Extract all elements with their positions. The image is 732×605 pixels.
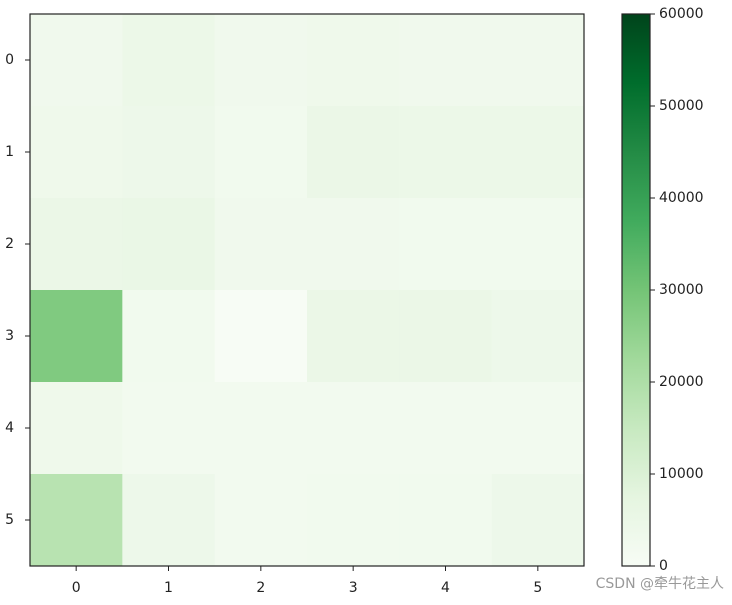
heatmap-cell bbox=[214, 474, 308, 567]
heatmap-cell bbox=[122, 14, 216, 107]
heatmap-cell bbox=[214, 106, 308, 199]
heatmap-cell bbox=[307, 14, 400, 107]
y-tick-label: 1 bbox=[5, 144, 14, 160]
heatmap-cell bbox=[307, 290, 400, 383]
heatmap-cell bbox=[122, 382, 216, 475]
heatmap-cell bbox=[214, 14, 308, 107]
heatmap-cell bbox=[122, 290, 216, 383]
heatmap-cell bbox=[214, 198, 308, 291]
colorbar-tick-label: 0 bbox=[659, 558, 668, 574]
heatmap-cell bbox=[491, 474, 585, 567]
heatmap-cells bbox=[30, 14, 585, 567]
heatmap-cell bbox=[491, 290, 585, 383]
plot-frame bbox=[29, 13, 585, 567]
heatmap-cell bbox=[122, 198, 216, 291]
heatmap-cell bbox=[491, 106, 585, 199]
heatmap-cell bbox=[399, 290, 493, 383]
heatmap-cell bbox=[30, 198, 123, 291]
watermark: CSDN @牵牛花主人 bbox=[596, 576, 724, 592]
colorbar bbox=[621, 13, 651, 567]
heatmap-cell bbox=[399, 474, 493, 567]
colorbar-tick-label: 40000 bbox=[659, 190, 704, 206]
y-tick-label: 3 bbox=[5, 328, 14, 344]
x-tick-label: 2 bbox=[256, 580, 265, 596]
heatmap-cell bbox=[122, 106, 216, 199]
heatmap-cell bbox=[30, 106, 123, 199]
y-tick-label: 5 bbox=[5, 512, 14, 528]
heatmap-cell bbox=[214, 290, 308, 383]
colorbar-tick-label: 10000 bbox=[659, 466, 704, 482]
heatmap-cell bbox=[30, 474, 123, 567]
heatmap-cell bbox=[399, 14, 493, 107]
heatmap-cell bbox=[399, 198, 493, 291]
colorbar-tick-label: 20000 bbox=[659, 374, 704, 390]
x-tick-label: 4 bbox=[441, 580, 450, 596]
x-tick-label: 0 bbox=[72, 580, 81, 596]
x-tick-label: 5 bbox=[533, 580, 542, 596]
heatmap-cell bbox=[399, 382, 493, 475]
heatmap-cell bbox=[491, 14, 585, 107]
y-tick-label: 4 bbox=[5, 420, 14, 436]
colorbar-tick-label: 60000 bbox=[659, 6, 704, 22]
colorbar-tick-label: 50000 bbox=[659, 98, 704, 114]
heatmap-cell bbox=[491, 198, 585, 291]
x-tick-label: 1 bbox=[164, 580, 173, 596]
y-tick-label: 2 bbox=[5, 236, 14, 252]
colorbar-tick-label: 30000 bbox=[659, 282, 704, 298]
heatmap-cell bbox=[491, 382, 585, 475]
heatmap-cell bbox=[399, 106, 493, 199]
heatmap-cell bbox=[307, 106, 400, 199]
heatmap-cell bbox=[30, 290, 123, 383]
heatmap-cell bbox=[307, 474, 400, 567]
heatmap-cell bbox=[307, 198, 400, 291]
x-tick-label: 3 bbox=[349, 580, 358, 596]
heatmap-cell bbox=[30, 14, 123, 107]
heatmap-cell bbox=[307, 382, 400, 475]
heatmap-cell bbox=[214, 382, 308, 475]
heatmap-cell bbox=[30, 382, 123, 475]
heatmap-cell bbox=[122, 474, 216, 567]
y-tick-label: 0 bbox=[5, 52, 14, 68]
